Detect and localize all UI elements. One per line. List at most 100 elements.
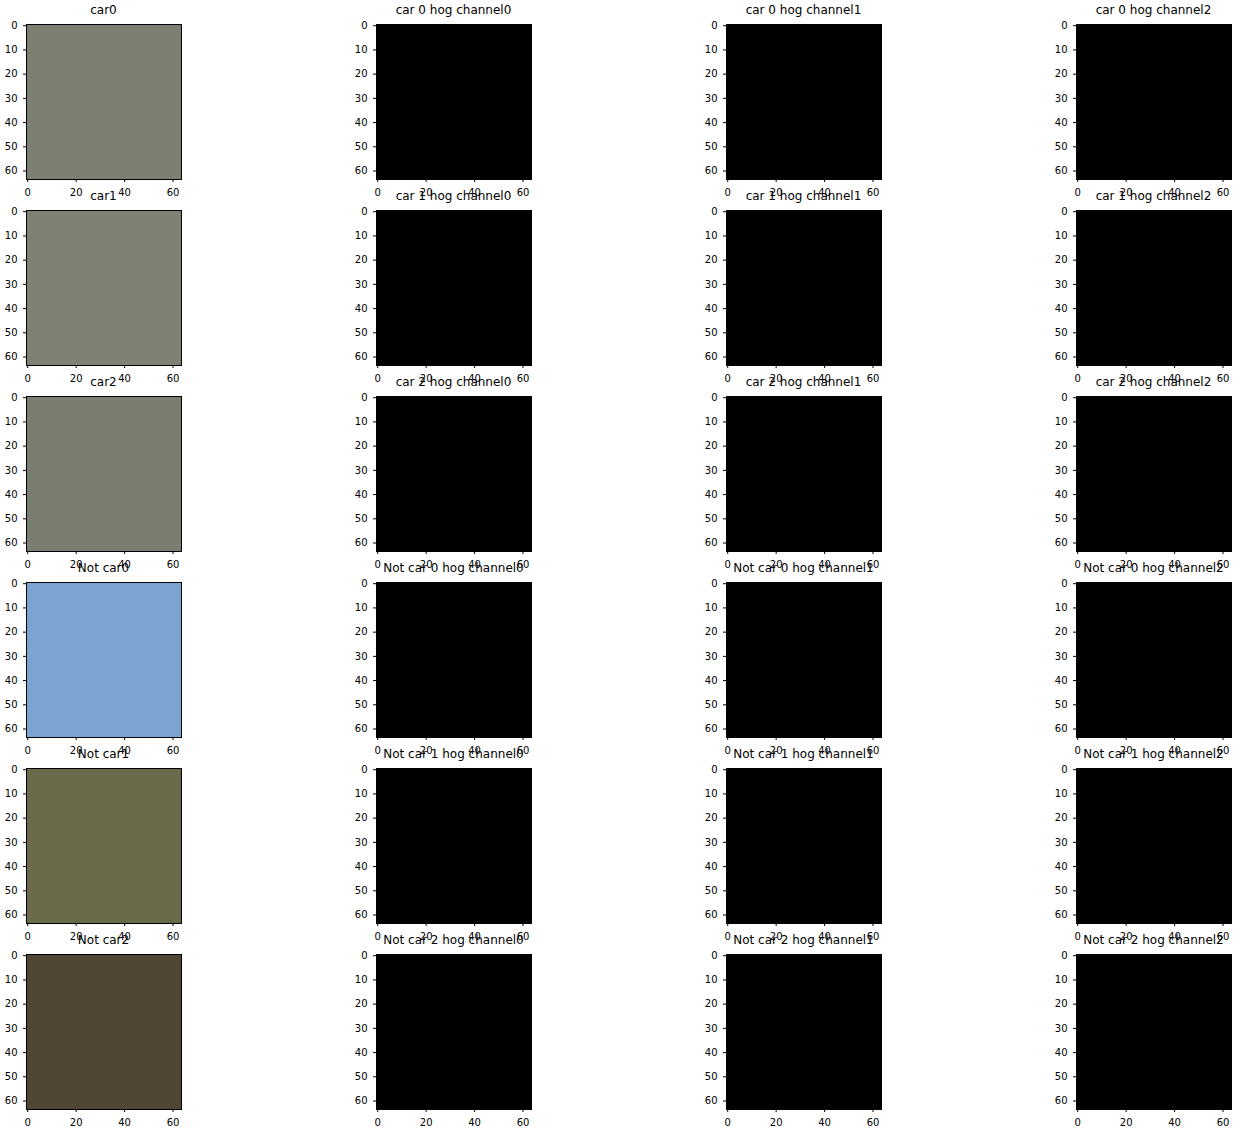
svg-text:10: 10 [1055, 602, 1068, 613]
svg-text:30: 30 [1055, 279, 1068, 290]
svg-text:20: 20 [420, 1117, 433, 1128]
svg-text:40: 40 [705, 861, 718, 872]
svg-text:0: 0 [375, 373, 381, 384]
svg-text:20: 20 [1055, 812, 1068, 823]
svg-text:0: 0 [11, 206, 17, 217]
svg-text:30: 30 [1055, 465, 1068, 476]
svg-text:10: 10 [1055, 974, 1068, 985]
svg-text:10: 10 [705, 602, 718, 613]
svg-text:10: 10 [1055, 230, 1068, 241]
svg-text:30: 30 [355, 837, 368, 848]
svg-text:0: 0 [1075, 373, 1081, 384]
svg-text:0: 0 [1061, 764, 1067, 775]
svg-text:50: 50 [5, 1071, 18, 1082]
svg-text:20: 20 [1055, 626, 1068, 637]
svg-text:40: 40 [1055, 861, 1068, 872]
svg-text:0: 0 [711, 20, 717, 31]
svg-text:0: 0 [11, 20, 17, 31]
svg-text:0: 0 [375, 745, 381, 756]
svg-text:30: 30 [1055, 1023, 1068, 1034]
svg-text:0: 0 [1075, 1117, 1081, 1128]
svg-text:0: 0 [711, 764, 717, 775]
svg-text:60: 60 [517, 373, 530, 384]
svg-text:20: 20 [5, 440, 18, 451]
svg-text:60: 60 [705, 351, 718, 362]
svg-text:10: 10 [705, 44, 718, 55]
svg-text:40: 40 [355, 117, 368, 128]
svg-text:20: 20 [5, 254, 18, 265]
svg-text:20: 20 [355, 998, 368, 1009]
svg-text:40: 40 [355, 303, 368, 314]
svg-text:0: 0 [711, 206, 717, 217]
svg-text:60: 60 [867, 373, 880, 384]
svg-text:40: 40 [5, 489, 18, 500]
svg-text:20: 20 [70, 1117, 83, 1128]
svg-text:10: 10 [355, 44, 368, 55]
svg-text:0: 0 [375, 559, 381, 570]
svg-text:30: 30 [5, 651, 18, 662]
svg-text:20: 20 [70, 187, 83, 198]
svg-text:60: 60 [705, 165, 718, 176]
svg-text:10: 10 [355, 974, 368, 985]
svg-text:60: 60 [517, 187, 530, 198]
svg-text:60: 60 [705, 723, 718, 734]
svg-text:20: 20 [1055, 68, 1068, 79]
svg-text:60: 60 [1055, 909, 1068, 920]
svg-text:20: 20 [5, 812, 18, 823]
svg-text:0: 0 [1061, 206, 1067, 217]
svg-text:10: 10 [5, 602, 18, 613]
svg-text:50: 50 [5, 327, 18, 338]
svg-text:50: 50 [705, 1071, 718, 1082]
svg-text:60: 60 [1055, 351, 1068, 362]
svg-text:10: 10 [5, 44, 18, 55]
svg-text:0: 0 [11, 764, 17, 775]
svg-text:50: 50 [705, 141, 718, 152]
svg-text:20: 20 [355, 254, 368, 265]
svg-text:0: 0 [25, 1117, 31, 1128]
svg-text:30: 30 [705, 651, 718, 662]
svg-text:0: 0 [1061, 578, 1067, 589]
svg-text:0: 0 [11, 578, 17, 589]
svg-text:40: 40 [5, 675, 18, 686]
svg-text:0: 0 [1075, 931, 1081, 942]
svg-text:60: 60 [167, 1117, 180, 1128]
svg-text:20: 20 [1055, 440, 1068, 451]
svg-text:60: 60 [167, 373, 180, 384]
svg-text:50: 50 [1055, 327, 1068, 338]
svg-text:40: 40 [355, 675, 368, 686]
svg-text:60: 60 [5, 723, 18, 734]
svg-text:50: 50 [1055, 513, 1068, 524]
svg-text:40: 40 [1055, 1047, 1068, 1058]
svg-text:40: 40 [705, 675, 718, 686]
svg-text:40: 40 [1055, 489, 1068, 500]
svg-text:30: 30 [705, 1023, 718, 1034]
svg-text:0: 0 [1075, 187, 1081, 198]
svg-text:60: 60 [167, 559, 180, 570]
svg-text:20: 20 [5, 68, 18, 79]
svg-text:20: 20 [705, 998, 718, 1009]
svg-text:50: 50 [355, 885, 368, 896]
svg-text:60: 60 [5, 1095, 18, 1106]
svg-text:0: 0 [1061, 20, 1067, 31]
svg-text:40: 40 [1055, 117, 1068, 128]
svg-text:0: 0 [25, 559, 31, 570]
svg-text:0: 0 [725, 559, 731, 570]
svg-text:30: 30 [355, 1023, 368, 1034]
svg-text:60: 60 [167, 931, 180, 942]
svg-text:50: 50 [1055, 141, 1068, 152]
svg-text:60: 60 [5, 165, 18, 176]
svg-text:50: 50 [1055, 885, 1068, 896]
svg-text:30: 30 [5, 1023, 18, 1034]
svg-text:60: 60 [705, 1095, 718, 1106]
svg-text:60: 60 [1217, 1117, 1230, 1128]
svg-text:20: 20 [5, 626, 18, 637]
svg-text:0: 0 [725, 187, 731, 198]
svg-text:50: 50 [5, 885, 18, 896]
svg-text:10: 10 [5, 788, 18, 799]
svg-text:60: 60 [517, 1117, 530, 1128]
svg-text:40: 40 [355, 1047, 368, 1058]
svg-text:0: 0 [711, 578, 717, 589]
svg-text:0: 0 [361, 392, 367, 403]
svg-text:60: 60 [167, 745, 180, 756]
svg-text:20: 20 [705, 254, 718, 265]
